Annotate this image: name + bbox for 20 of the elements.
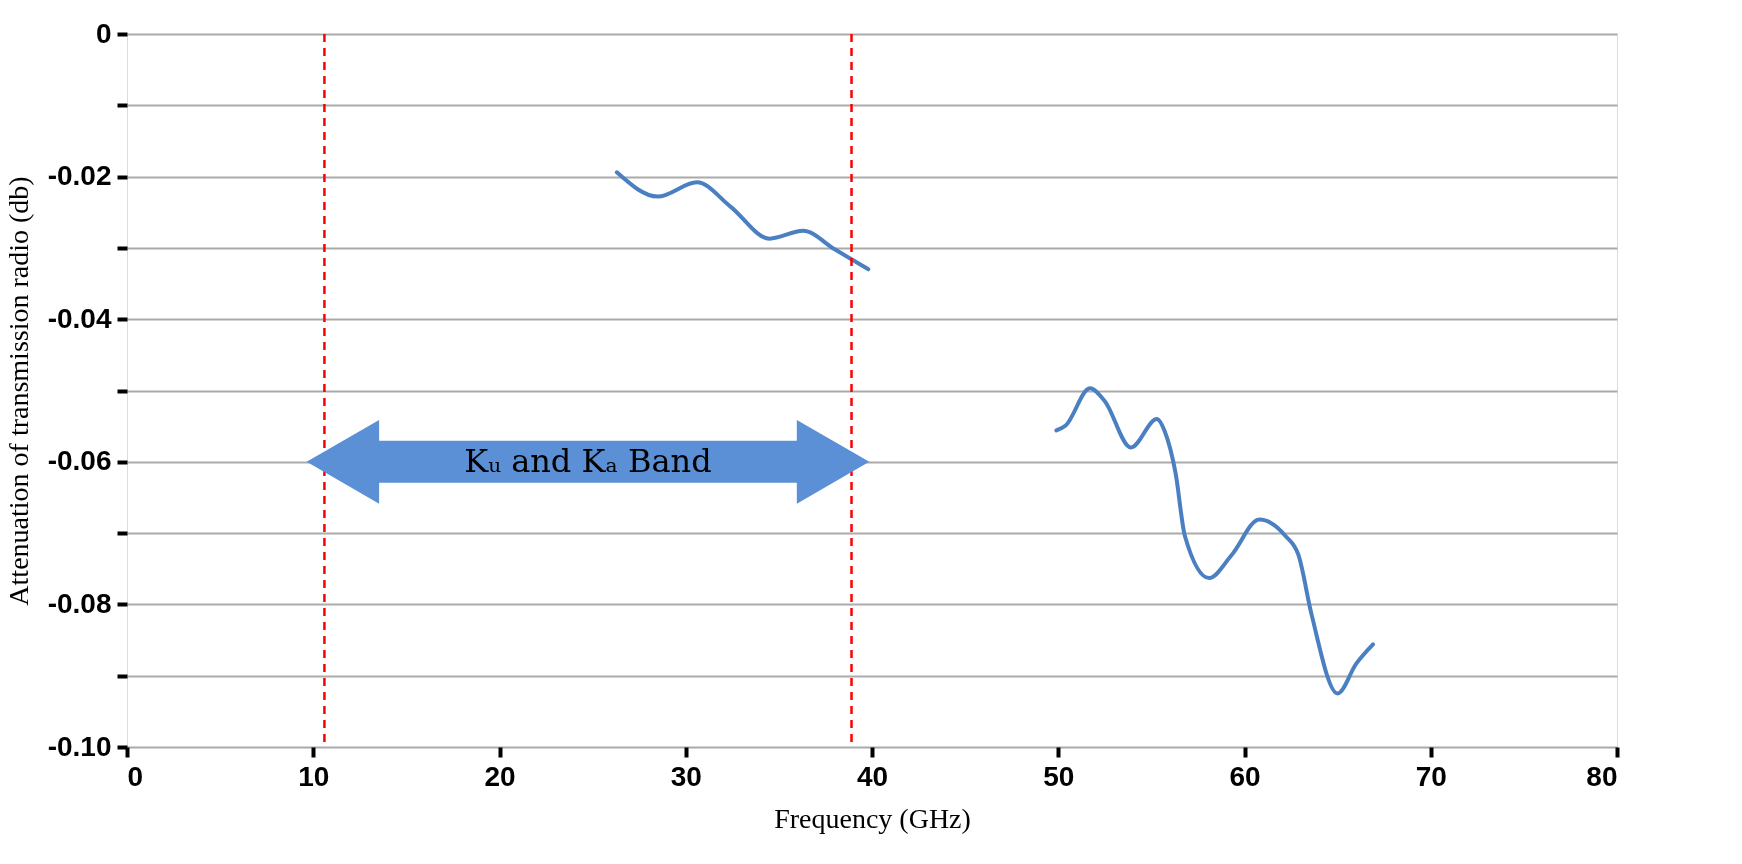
y-tick-label: -0.04 [47,302,112,334]
x-tick-label: 60 [1229,760,1261,792]
y-tick-label: -0.02 [47,160,112,192]
x-tick-label: 30 [670,760,702,792]
annotation: Kᵤ and Kₐ Band [464,441,712,480]
y-tick-label: 0 [95,17,112,49]
x-tick-label: 80 [1586,760,1618,792]
x-tick-label: 40 [856,760,889,792]
y-axis-title: Attenuation of transmission radio (db) [2,176,34,606]
y-tick-label: -0.10 [47,730,112,762]
x-tick-label: 20 [484,760,516,792]
x-axis-title: Frequency (GHz) [774,802,971,834]
x-tick-label: 50 [1043,760,1075,792]
line-series [614,170,871,272]
y-tick-label: -0.08 [47,587,112,619]
y-tick-label: -0.06 [47,445,112,477]
x-tick-label: 10 [298,760,330,792]
x-tick-label: 70 [1415,760,1447,792]
x-tick-label: 0 [127,760,144,792]
line-series [1054,386,1376,696]
